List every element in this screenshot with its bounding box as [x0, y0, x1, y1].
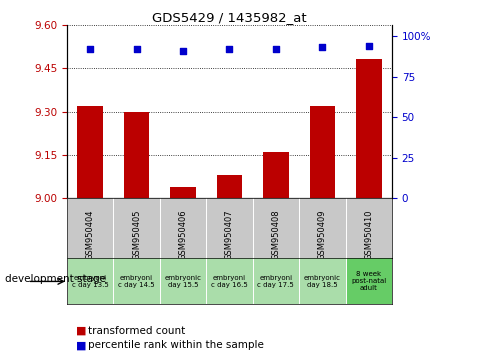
Bar [124, 112, 149, 198]
Bar [170, 187, 196, 198]
Text: embryoni
c day 16.5: embryoni c day 16.5 [211, 275, 248, 288]
Point [87, 46, 94, 52]
Text: percentile rank within the sample: percentile rank within the sample [88, 340, 264, 350]
Point [272, 46, 280, 52]
Text: embryoni
c day 17.5: embryoni c day 17.5 [258, 275, 294, 288]
Text: transformed count: transformed count [88, 326, 185, 336]
Text: embryonic
day 18.5: embryonic day 18.5 [304, 275, 341, 288]
Point [365, 43, 372, 49]
Point [318, 45, 326, 50]
Title: GDS5429 / 1435982_at: GDS5429 / 1435982_at [152, 11, 307, 24]
Text: 8 week
post-natal
adult: 8 week post-natal adult [351, 272, 386, 291]
Point [226, 46, 233, 52]
Text: ■: ■ [76, 340, 87, 350]
Bar [346, 258, 392, 304]
Bar [310, 106, 335, 198]
Point [133, 46, 141, 52]
Bar [263, 152, 289, 198]
Bar [217, 175, 242, 198]
Point [179, 48, 187, 53]
Text: ■: ■ [76, 326, 87, 336]
Text: development stage: development stage [5, 274, 106, 284]
Text: embryoni
c day 13.5: embryoni c day 13.5 [72, 275, 109, 288]
Text: embryonic
day 15.5: embryonic day 15.5 [164, 275, 202, 288]
Text: embryoni
c day 14.5: embryoni c day 14.5 [118, 275, 155, 288]
Bar [356, 59, 381, 198]
Bar [77, 106, 103, 198]
